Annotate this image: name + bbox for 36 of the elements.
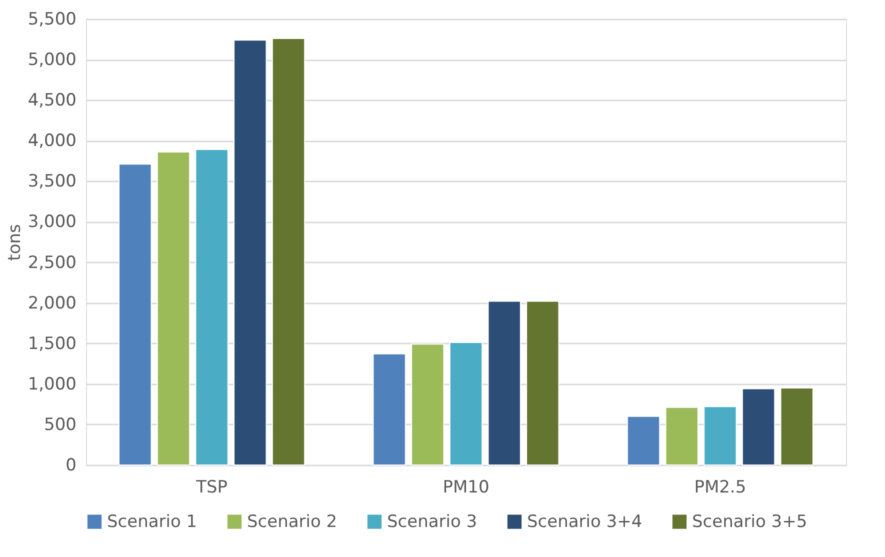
legend-label: Scenario 3+4 (527, 512, 642, 532)
bar (704, 406, 737, 466)
bar (742, 388, 776, 466)
bar (526, 300, 560, 466)
x-tick-label: TSP (195, 478, 228, 498)
bar (234, 40, 267, 466)
bar (449, 342, 483, 466)
bar (118, 164, 152, 466)
bar (411, 344, 444, 466)
y-tick-label: 4,500 (28, 90, 76, 111)
x-tick-label: PM10 (442, 478, 490, 498)
y-tick-label: 5,000 (28, 50, 76, 70)
y-tick-label: 2,000 (28, 293, 76, 314)
x-tick-label: PM2.5 (694, 478, 746, 498)
bar (195, 149, 228, 466)
legend-label: Scenario 3 (387, 512, 478, 532)
y-tick-label: 3,500 (28, 172, 76, 192)
legend-label: Scenario 2 (247, 512, 338, 532)
bar (488, 300, 521, 466)
bar (665, 406, 698, 466)
bar (272, 38, 306, 466)
bar (156, 151, 190, 466)
y-tick-label: 2,500 (28, 252, 76, 273)
legend-label: Scenario 3+5 (692, 512, 808, 532)
y-tick-label: 1,500 (28, 334, 76, 354)
y-tick-label: 4,000 (28, 131, 76, 152)
y-tick-label: 500 (44, 414, 76, 435)
y-tick-label: 5,500 (28, 10, 76, 30)
bar (372, 353, 406, 466)
y-tick-label: 3,000 (28, 212, 76, 232)
bar (780, 387, 814, 466)
legend-label: Scenario 1 (107, 512, 198, 532)
bar (626, 416, 660, 466)
y-tick-label: 1,000 (28, 374, 76, 394)
y-tick-label: 0 (66, 456, 76, 476)
y-axis-title: tons (4, 224, 25, 261)
